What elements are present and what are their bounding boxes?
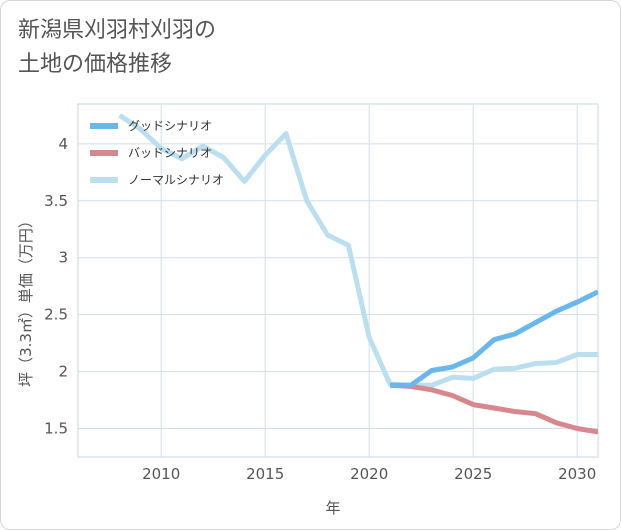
series-line-0 <box>390 289 598 388</box>
x-tick-label: 2010 <box>142 465 180 483</box>
grid-layer <box>77 103 599 458</box>
chart-title-line-1: 新潟県刈羽村刈羽の <box>18 18 217 43</box>
legend-label-0: グッドシナリオ <box>128 119 212 133</box>
chart-title: 新潟県刈羽村刈羽の 土地の価格推移 <box>18 14 216 82</box>
x-tick-label: 2025 <box>454 465 492 483</box>
series-line-2 <box>118 113 598 388</box>
y-tick-label: 1.5 <box>44 420 68 438</box>
x-axis-title: 年 <box>325 499 340 517</box>
y-tick-label: 2.5 <box>44 306 68 324</box>
y-tick-label: 3 <box>58 249 68 267</box>
x-tick-label: 2030 <box>558 465 596 483</box>
legend-label-1: バッドシナリオ <box>128 146 212 160</box>
tick-layer: 1.5 2 2.5 3 3.5 4 2010 2015 2020 2025 2030 <box>44 135 596 483</box>
y-tick-label: 3.5 <box>44 192 68 210</box>
y-tick-label: 4 <box>58 135 68 153</box>
legend-label-2: ノーマルシナリオ <box>128 173 224 187</box>
y-tick-label: 2 <box>58 363 68 381</box>
y-axis-title: 坪（3.3㎡）単価（万円） <box>17 213 35 387</box>
plot-frame <box>77 103 599 458</box>
series-line-1 <box>389 382 598 435</box>
x-tick-label: 2015 <box>246 465 284 483</box>
chart-title-line-2: 土地の価格推移 <box>18 52 173 77</box>
x-tick-label: 2020 <box>350 465 388 483</box>
series-layer <box>118 113 598 435</box>
